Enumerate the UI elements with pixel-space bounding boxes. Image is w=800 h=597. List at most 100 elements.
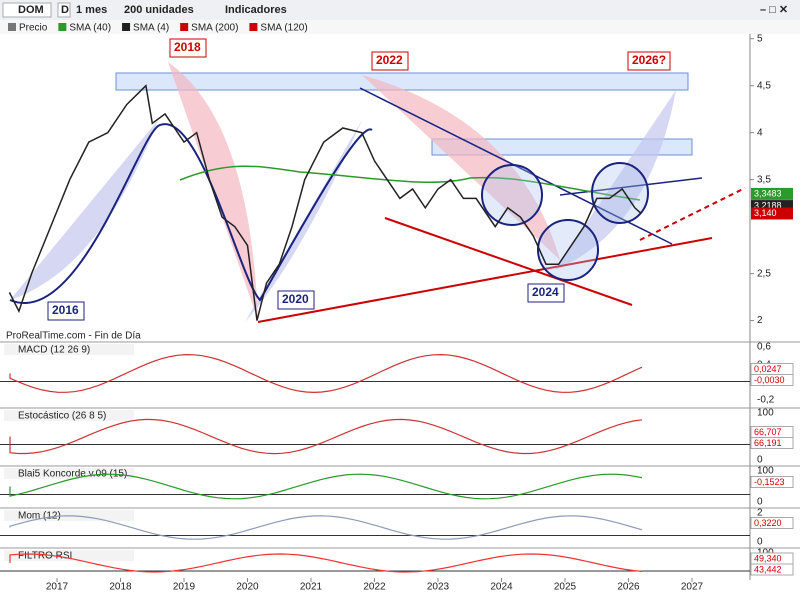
x-tick-label: 2023 — [427, 582, 450, 592]
annotation: 2018 — [174, 40, 201, 54]
panel-tag — [750, 437, 794, 449]
annotation: 2026? — [632, 53, 666, 67]
legend-label: SMA (120) — [260, 23, 307, 34]
panel-title: Mom (12) — [18, 511, 61, 522]
x-tick-label: 2018 — [109, 582, 132, 592]
y-tick-label: 4 — [757, 127, 763, 138]
legend-swatch — [8, 23, 16, 31]
annotation: 2020 — [282, 292, 309, 306]
trend-line — [559, 177, 703, 196]
x-tick-label: 2022 — [363, 582, 386, 592]
y-tick-label: 4,5 — [757, 80, 771, 91]
circle — [481, 164, 543, 226]
panel-tick: 100 — [757, 466, 774, 477]
panel-tick: -0,2 — [757, 395, 775, 406]
legend-bar — [0, 20, 800, 34]
trend-line — [639, 187, 746, 241]
x-tick-label: 2026 — [617, 582, 640, 592]
symbol-box[interactable] — [2, 2, 52, 18]
legend-swatch — [249, 23, 258, 31]
window-controls[interactable]: – □ ✕ — [760, 4, 788, 16]
annotation: 2024 — [532, 285, 559, 299]
panel-tag — [750, 563, 794, 576]
x-tick-label: 2027 — [681, 582, 704, 592]
trend-line — [384, 217, 633, 306]
annotation: 2022 — [376, 53, 403, 67]
legend-label: SMA (40) — [69, 23, 111, 34]
trend-line — [257, 237, 713, 323]
panel-title-bg — [4, 344, 134, 355]
legend-swatch — [58, 23, 67, 31]
x-tick-label: 2021 — [300, 582, 323, 592]
indicator-line — [9, 515, 643, 540]
period[interactable]: 1 mes — [76, 4, 107, 16]
panel-title-bg — [4, 550, 134, 561]
circle — [591, 162, 649, 224]
annotation-box — [627, 51, 671, 71]
panel-tick: 0 — [757, 537, 763, 548]
panel-tag — [750, 476, 794, 488]
y-tick-label: 5 — [757, 33, 763, 44]
panel-tag-label: -0,1523 — [754, 477, 785, 487]
price-tag — [751, 207, 793, 220]
price-tag-label: 3,2188 — [754, 200, 782, 210]
panel-tag-label: 43,442 — [754, 564, 782, 574]
panel-tag-label: -0,0030 — [754, 375, 785, 385]
price-line — [8, 84, 642, 321]
panel-tag-label: 66,707 — [754, 427, 782, 437]
legend-swatch — [122, 23, 131, 31]
panel-title: MACD (12 26 9) — [18, 345, 90, 356]
source: ProRealTime.com - Fin de Día — [6, 331, 141, 342]
x-tick-label: 2019 — [173, 582, 196, 592]
indicator-line — [9, 553, 643, 573]
x-tick-label: 2020 — [236, 582, 259, 592]
indicator-line — [9, 473, 643, 500]
panel-title: Estocástico (26 8 5) — [18, 411, 106, 422]
panel-title: FILTRO RSI — [18, 551, 72, 562]
sma-line — [179, 165, 641, 201]
indicator-line — [9, 353, 643, 394]
resistance-band — [115, 72, 689, 91]
panel-title: Blai5 Koncorde v.09 (15) — [18, 469, 127, 480]
arc — [9, 123, 373, 304]
price-tag — [751, 187, 793, 200]
panel-tick: 0 — [757, 455, 763, 466]
legend-label: SMA (200) — [191, 23, 238, 34]
legend-label: Precio — [19, 23, 48, 34]
y-tick-label: 3,5 — [757, 174, 771, 185]
mode[interactable]: D — [61, 4, 69, 16]
annotation-box — [527, 283, 565, 303]
annotation-box — [371, 51, 409, 71]
arc-shade — [10, 120, 158, 300]
symbol[interactable]: DOM — [18, 4, 44, 16]
panel-tag-label: 49,340 — [754, 553, 782, 563]
panel-tick: 0,6 — [757, 342, 771, 353]
arc-shade — [362, 75, 560, 260]
annotation: 2016 — [52, 303, 79, 317]
x-tick-label: 2024 — [490, 582, 513, 592]
x-tick-label: 2025 — [554, 582, 577, 592]
indicators[interactable]: Indicadores — [225, 4, 287, 16]
toolbar — [0, 0, 800, 20]
y-tick-label: 2,5 — [757, 268, 771, 279]
panel-tag-label: 66,191 — [754, 438, 782, 448]
mode-box[interactable] — [57, 2, 71, 18]
panel-tick: 0 — [757, 497, 763, 508]
annotation-box — [47, 301, 85, 321]
panel-tag — [750, 374, 794, 386]
panel-title-bg — [4, 468, 134, 479]
y-tick-label: 2 — [757, 315, 763, 326]
price-tag-label: 3,140 — [754, 208, 777, 218]
price-tag-label: 3,3483 — [754, 188, 782, 198]
panel-tag-label: 0,3220 — [754, 518, 782, 528]
x-tick-label: 2017 — [46, 582, 69, 592]
units[interactable]: 200 unidades — [124, 4, 194, 16]
panel-tick: 2 — [757, 508, 763, 519]
panel-title-bg — [4, 410, 134, 421]
indicator-line — [9, 418, 643, 455]
annotation-box — [277, 290, 315, 310]
legend-swatch — [180, 23, 189, 31]
panel-tick: 100 — [757, 408, 774, 419]
annotation-box — [169, 38, 207, 58]
